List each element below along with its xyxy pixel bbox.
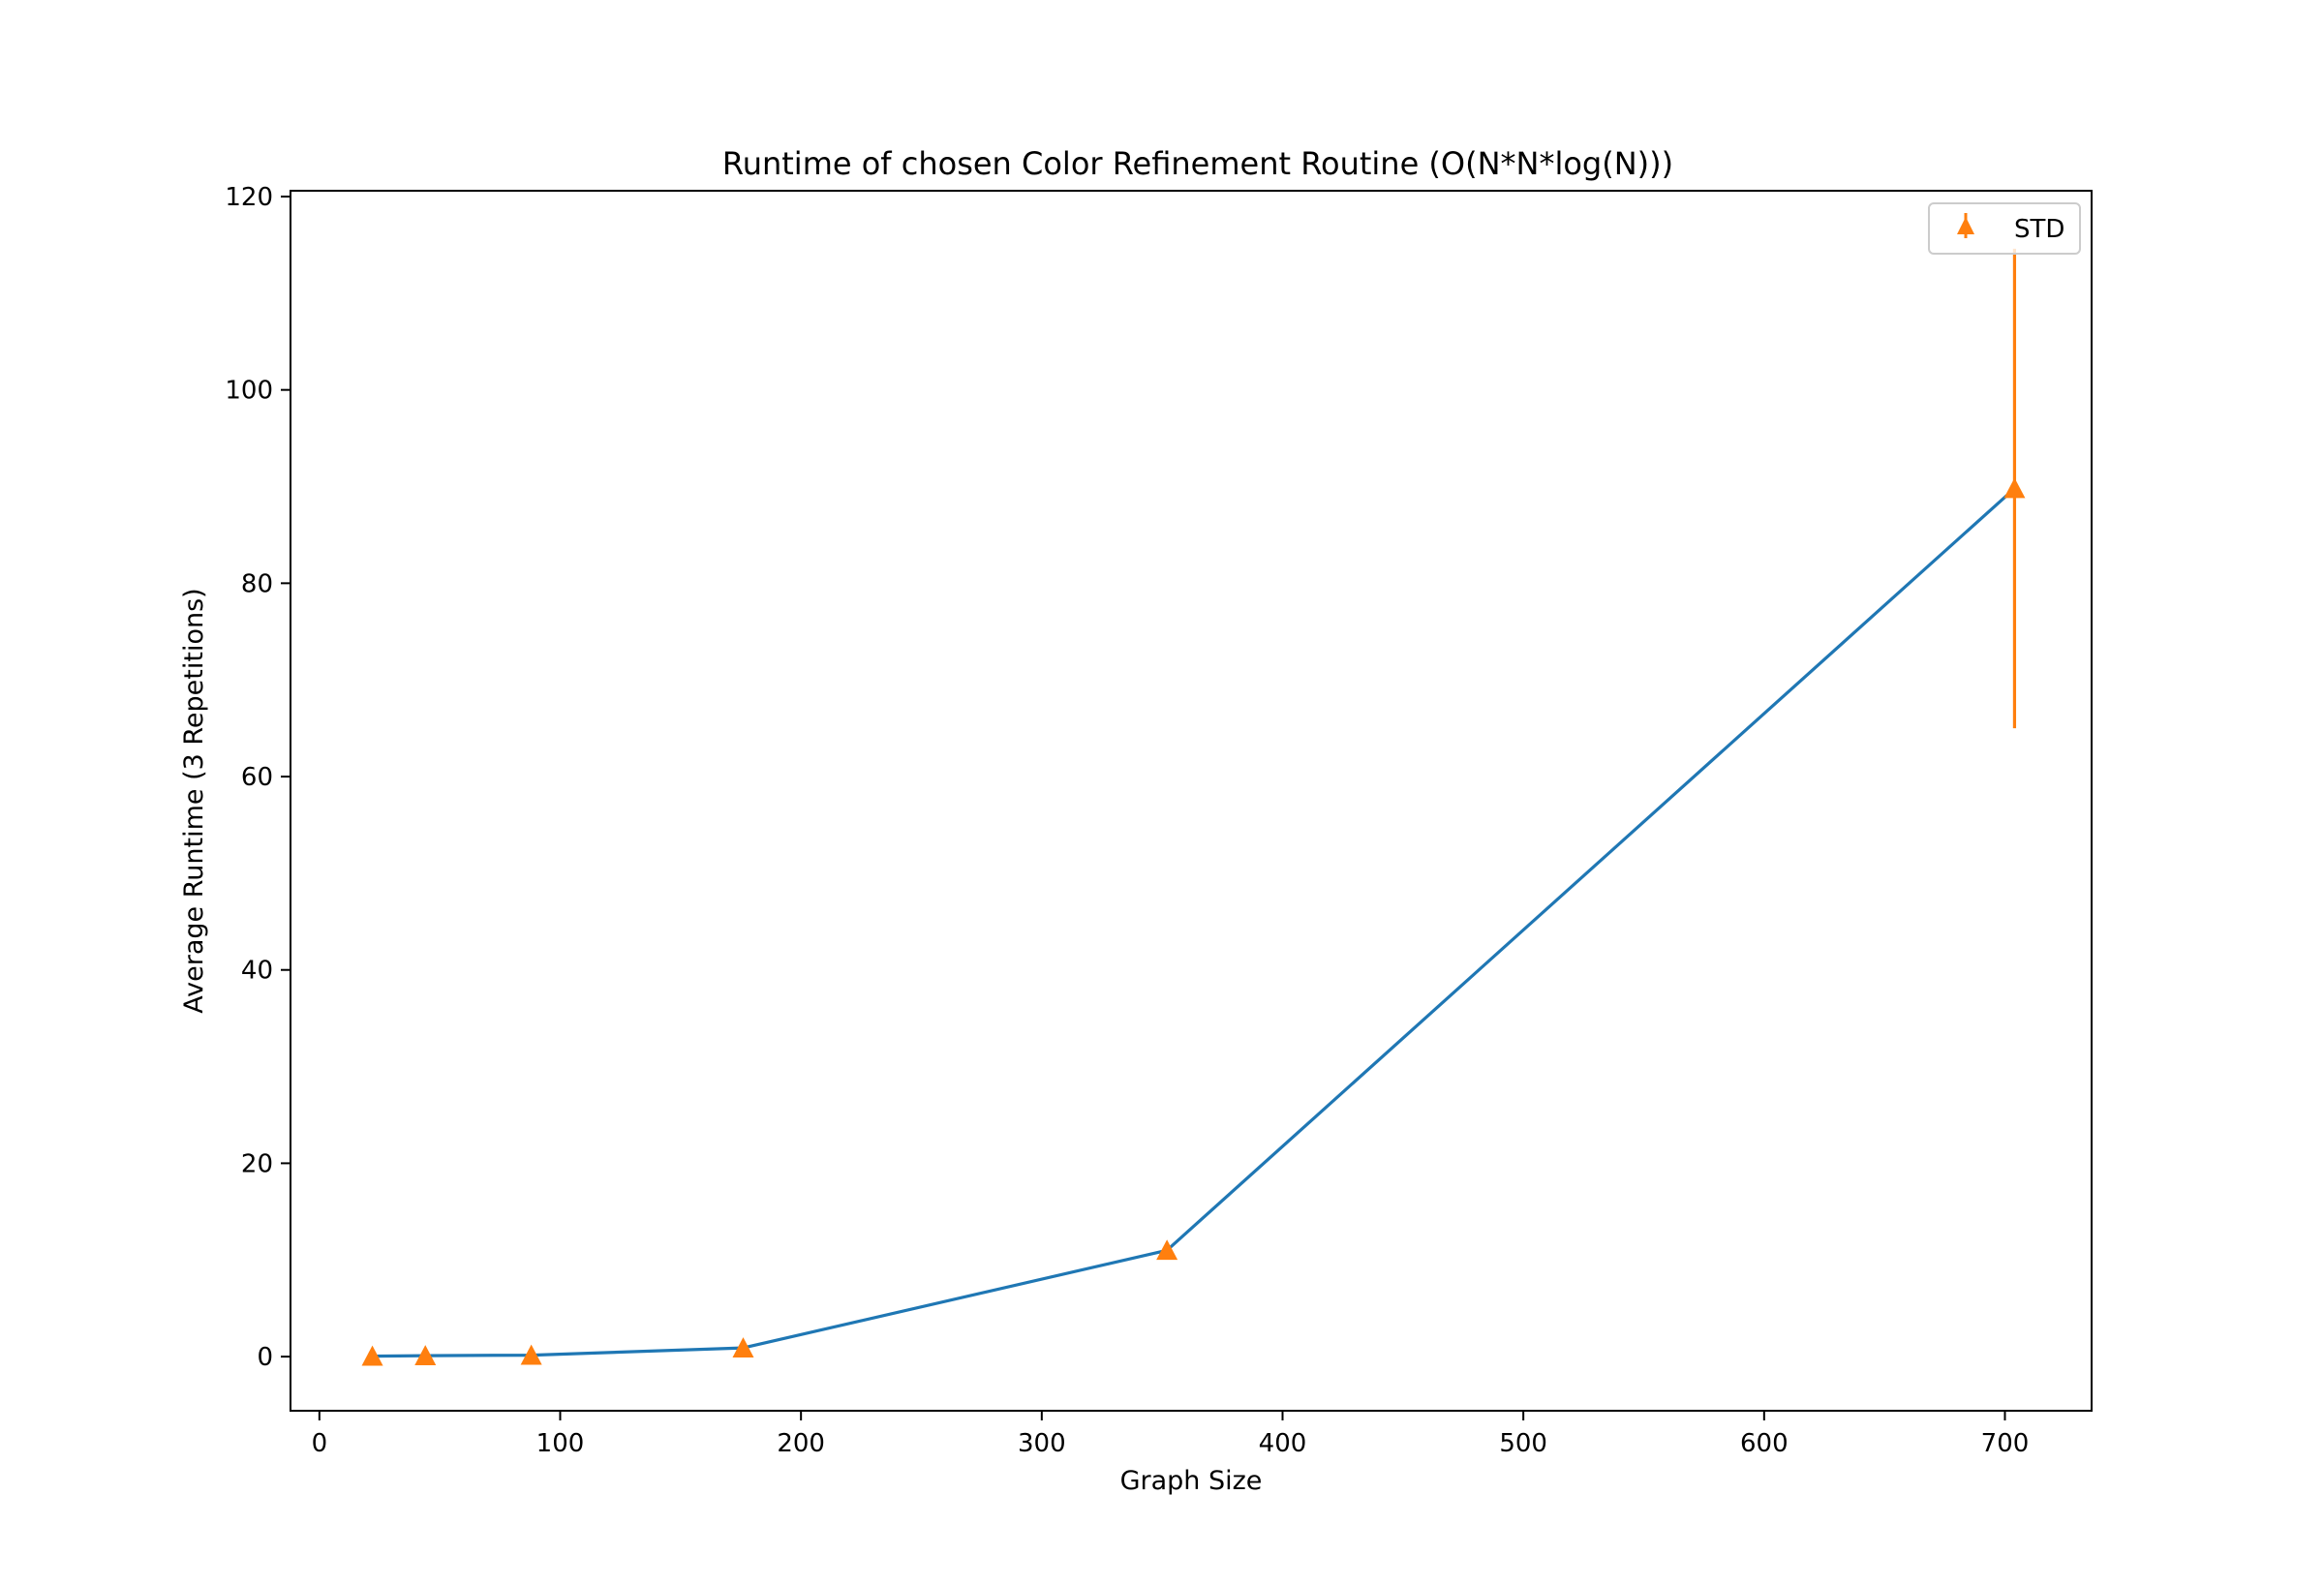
x-tick-label: 400 xyxy=(1259,1429,1307,1458)
std-triangle-marker xyxy=(2003,477,2026,499)
y-tick-label: 120 xyxy=(225,183,273,212)
axes-frame xyxy=(290,190,2093,1412)
std-triangle-marker xyxy=(1156,1239,1178,1261)
chart-title: Runtime of chosen Color Refinement Routi… xyxy=(722,145,1673,182)
y-axis: 0 20 40 60 80 100 120 xyxy=(225,183,290,1372)
x-tick-label: 500 xyxy=(1499,1429,1547,1458)
legend: STD xyxy=(1928,202,2081,255)
y-axis-label: Average Runtime (3 Repetitions) xyxy=(179,588,209,1013)
std-triangle-marker xyxy=(361,1345,383,1366)
y-tick-label: 0 xyxy=(257,1343,273,1372)
x-axis: 0 100 200 300 400 500 600 700 xyxy=(312,1411,2030,1458)
x-axis-label: Graph Size xyxy=(1120,1466,1263,1496)
runtime-line xyxy=(372,487,2016,1358)
x-tick-label: 700 xyxy=(1981,1429,2030,1458)
y-tick-label: 100 xyxy=(225,377,273,406)
std-triangle-marker xyxy=(732,1337,754,1358)
y-tick-label: 60 xyxy=(241,763,273,792)
x-tick-label: 0 xyxy=(312,1429,328,1458)
y-tick-label: 20 xyxy=(241,1149,273,1178)
y-tick-label: 40 xyxy=(241,957,273,986)
x-tick-label: 200 xyxy=(777,1429,825,1458)
x-tick-label: 600 xyxy=(1740,1429,1789,1458)
std-triangle-marker xyxy=(520,1344,542,1365)
x-tick-label: 100 xyxy=(536,1429,585,1458)
y-tick-label: 80 xyxy=(241,569,273,598)
legend-triangle-marker-icon xyxy=(1957,217,1974,234)
plot-area xyxy=(361,248,2026,1366)
legend-label-std: STD xyxy=(2014,215,2064,244)
x-tick-label: 300 xyxy=(1018,1429,1066,1458)
std-triangle-marker xyxy=(414,1345,437,1365)
